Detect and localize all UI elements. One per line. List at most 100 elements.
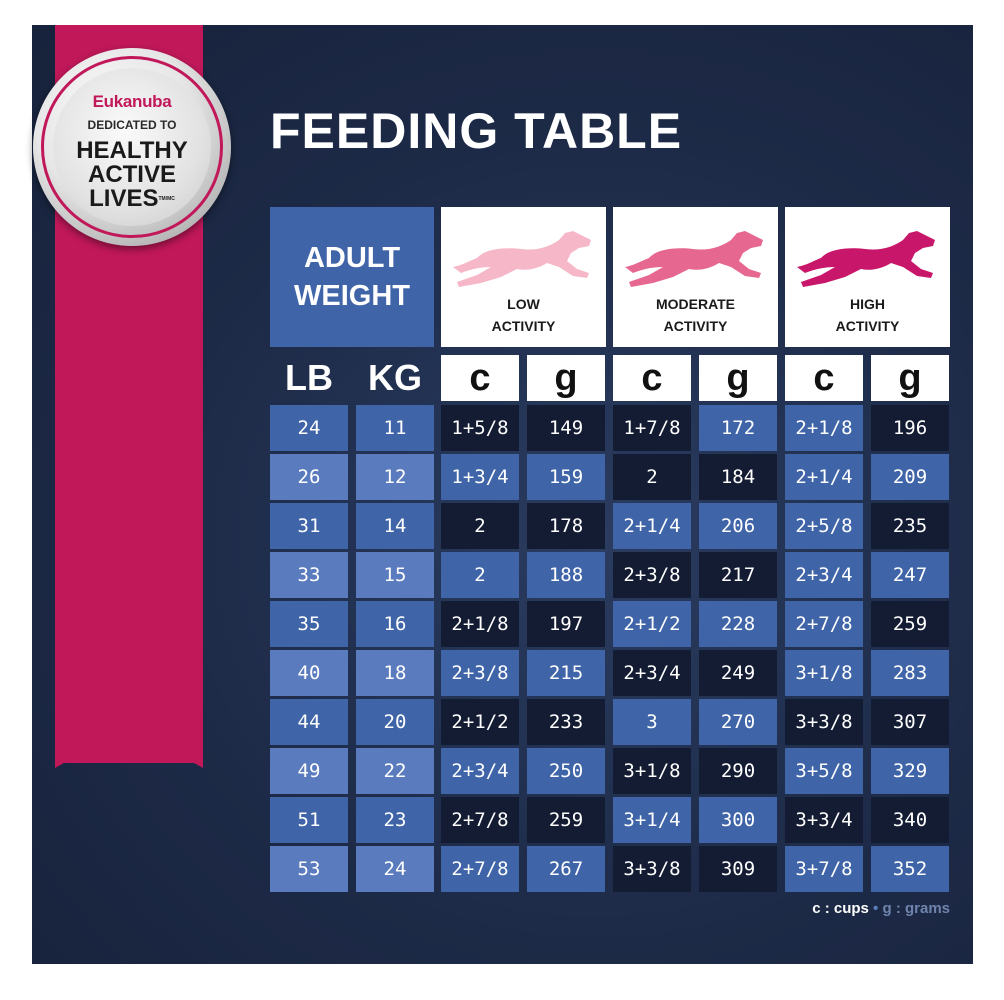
table-cell-kg: 16 — [356, 601, 434, 647]
table-cell-moderate-grams: 309 — [699, 846, 777, 892]
table-cell-high-cups: 3+1/8 — [785, 650, 863, 696]
table-cell-lb: 49 — [270, 748, 348, 794]
table-cell-moderate-grams: 270 — [699, 699, 777, 745]
seal-line-healthy: HEALTHY — [76, 137, 188, 164]
table-cell-high-cups: 2+5/8 — [785, 503, 863, 549]
table-cell-kg: 12 — [356, 454, 434, 500]
adult-weight-header: ADULT WEIGHT — [270, 207, 434, 347]
table-cell-low-grams: 159 — [527, 454, 605, 500]
table-cell-moderate-grams: 217 — [699, 552, 777, 598]
running-dog-icon — [453, 231, 591, 287]
table-cell-low-grams: 197 — [527, 601, 605, 647]
activity-low-line1: LOW — [507, 296, 540, 312]
table-cell-high-grams: 283 — [871, 650, 949, 696]
table-cell-high-grams: 259 — [871, 601, 949, 647]
table-cell-low-cups: 2+3/4 — [441, 748, 519, 794]
activity-label-high: HIGH ACTIVITY — [785, 293, 950, 337]
table-cell-low-grams: 233 — [527, 699, 605, 745]
table-cell-moderate-cups: 3 — [613, 699, 691, 745]
table-cell-high-cups: 3+3/8 — [785, 699, 863, 745]
table-cell-low-cups: 1+3/4 — [441, 454, 519, 500]
table-cell-lb: 40 — [270, 650, 348, 696]
column-header-high-cups: c — [785, 355, 863, 401]
table-cell-kg: 14 — [356, 503, 434, 549]
table-cell-high-cups: 2+1/4 — [785, 454, 863, 500]
ribbon-notch — [55, 708, 203, 768]
table-cell-low-grams: 178 — [527, 503, 605, 549]
table-cell-high-grams: 235 — [871, 503, 949, 549]
column-header-low-cups: c — [441, 355, 519, 401]
table-cell-high-cups: 2+1/8 — [785, 405, 863, 451]
table-cell-kg: 15 — [356, 552, 434, 598]
activity-label-moderate: MODERATE ACTIVITY — [613, 293, 778, 337]
column-header-low-grams: g — [527, 355, 605, 401]
seal-inner — [53, 68, 211, 226]
brand-seal: Eukanuba DEDICATED TO HEALTHY ACTIVE LIV… — [33, 48, 231, 246]
table-cell-kg: 18 — [356, 650, 434, 696]
table-cell-high-cups: 3+7/8 — [785, 846, 863, 892]
table-cell-kg: 11 — [356, 405, 434, 451]
table-cell-low-cups: 2 — [441, 552, 519, 598]
adult-weight-line2: WEIGHT — [294, 280, 410, 312]
column-header-kg: KG — [368, 357, 422, 398]
table-cell-low-grams: 188 — [527, 552, 605, 598]
table-cell-lb: 26 — [270, 454, 348, 500]
table-cell-high-grams: 340 — [871, 797, 949, 843]
table-cell-kg: 22 — [356, 748, 434, 794]
table-cell-high-cups: 2+3/4 — [785, 552, 863, 598]
trademark-mark: TM/MC — [158, 196, 175, 202]
table-cell-low-grams: 215 — [527, 650, 605, 696]
table-cell-kg: 20 — [356, 699, 434, 745]
table-cell-moderate-cups: 1+7/8 — [613, 405, 691, 451]
table-cell-high-grams: 352 — [871, 846, 949, 892]
table-cell-moderate-cups: 3+1/4 — [613, 797, 691, 843]
table-cell-low-grams: 259 — [527, 797, 605, 843]
table-cell-low-grams: 267 — [527, 846, 605, 892]
table-cell-high-grams: 329 — [871, 748, 949, 794]
table-cell-lb: 44 — [270, 699, 348, 745]
activity-header-moderate: MODERATE ACTIVITY — [613, 207, 778, 347]
table-cell-moderate-grams: 206 — [699, 503, 777, 549]
table-cell-lb: 51 — [270, 797, 348, 843]
table-cell-moderate-cups: 2+1/2 — [613, 601, 691, 647]
seal-ring — [41, 56, 223, 238]
table-cell-moderate-cups: 2 — [613, 454, 691, 500]
table-cell-moderate-grams: 172 — [699, 405, 777, 451]
activity-high-line2: ACTIVITY — [835, 318, 900, 334]
table-cell-low-cups: 1+5/8 — [441, 405, 519, 451]
brand-logo: Eukanuba — [92, 92, 172, 111]
table-cell-moderate-grams: 249 — [699, 650, 777, 696]
page-title: FEEDING TABLE — [270, 103, 683, 159]
activity-header-high: HIGH ACTIVITY — [785, 207, 950, 347]
activity-low-line2: ACTIVITY — [491, 318, 556, 334]
table-cell-low-cups: 2+7/8 — [441, 846, 519, 892]
table-cell-low-grams: 250 — [527, 748, 605, 794]
table-cell-kg: 23 — [356, 797, 434, 843]
column-header-moderate-cups: c — [613, 355, 691, 401]
table-cell-moderate-cups: 2+1/4 — [613, 503, 691, 549]
table-cell-high-grams: 307 — [871, 699, 949, 745]
seal-line-lives: LIVESTM/MC — [33, 187, 231, 211]
running-dog-icon — [625, 231, 763, 287]
table-cell-moderate-grams: 228 — [699, 601, 777, 647]
activity-header-low: LOW ACTIVITY — [441, 207, 606, 347]
seal-slogan: HEALTHY ACTIVE LIVESTM/MC — [33, 139, 231, 211]
activity-label-low: LOW ACTIVITY — [441, 293, 606, 337]
table-cell-high-grams: 209 — [871, 454, 949, 500]
table-cell-lb: 53 — [270, 846, 348, 892]
table-cell-high-cups: 3+3/4 — [785, 797, 863, 843]
table-cell-low-cups: 2+1/8 — [441, 601, 519, 647]
table-cell-moderate-cups: 3+3/8 — [613, 846, 691, 892]
legend-grams: g : grams — [882, 900, 950, 917]
column-header-lb: LB — [285, 357, 333, 398]
unit-legend: c : cups • g : grams — [720, 900, 950, 917]
table-cell-high-cups: 3+5/8 — [785, 748, 863, 794]
table-cell-moderate-grams: 184 — [699, 454, 777, 500]
table-cell-low-cups: 2 — [441, 503, 519, 549]
table-cell-low-cups: 2+1/2 — [441, 699, 519, 745]
table-cell-high-cups: 2+7/8 — [785, 601, 863, 647]
table-cell-low-cups: 2+3/8 — [441, 650, 519, 696]
activity-moderate-line1: MODERATE — [655, 296, 736, 312]
table-cell-low-grams: 149 — [527, 405, 605, 451]
table-cell-kg: 24 — [356, 846, 434, 892]
